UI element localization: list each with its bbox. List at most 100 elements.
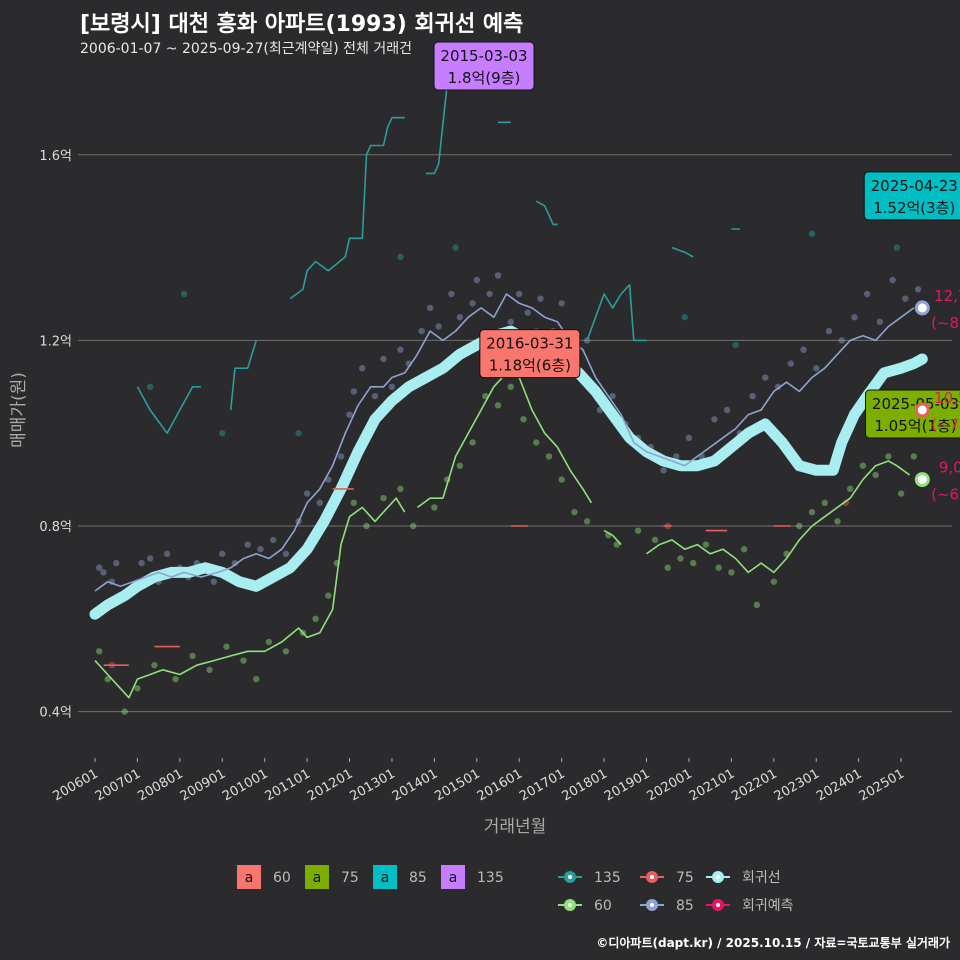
legend-label: 75 [341,870,359,886]
scatter-point-s60 [189,652,196,660]
x-tick-label: 201001 [220,766,270,804]
forecast-area: (~60㎡) [931,486,960,504]
legend-left-item: a 85 [373,865,427,889]
legend-right-item: 75 [640,870,694,886]
scatter-point-s60 [265,638,273,646]
x-tick-label: 201701 [517,766,567,804]
forecast-point-s60 [914,472,930,488]
scatter-point-s135 [732,341,739,349]
scatter-point-s60 [715,564,722,571]
scatter-point-s135 [146,383,154,390]
x-tick-label: 202201 [729,766,779,804]
scatter-point-s60 [223,643,230,650]
scatter-point-s60 [846,485,854,493]
scatter-point-s85 [762,374,769,381]
scatter-point-s85 [673,453,680,460]
scatter-point-s85 [749,392,756,400]
series-line-s85 [94,293,915,592]
legend-label: 60 [594,898,612,914]
scatter-point-s85 [473,276,481,284]
legend-key-box [305,865,329,889]
legend-label: 60 [273,870,291,886]
scatter-point-s85 [914,286,922,293]
scatter-point-s60 [613,541,621,548]
scatter-point-s60 [494,402,502,409]
y-tick-label: 1.2억 [39,334,72,349]
scatter-point-s60 [325,592,332,599]
legend-dot-center [568,903,572,907]
scatter-point-s60 [571,508,578,516]
legend-dot-center [650,903,654,907]
scatter-point-s85 [851,314,858,321]
scatter-point-s60 [240,657,247,664]
legend-key-glyph: a [449,870,458,886]
forecast-point-s75 [914,402,930,418]
scatter-point-s85 [609,392,616,400]
legend-label: 75 [676,870,694,886]
chart-subtitle: 2006-01-07 ~ 2025-09-27(최근계약일) 전체 거래건 [80,41,412,57]
trade-label-box [479,329,581,379]
trade-label: 2015-03-03 1.8억(9층) [433,41,535,91]
forecast-value: 12,700 [934,287,960,305]
scatter-point-s85 [219,550,226,558]
scatter-point-s85 [146,555,154,562]
scatter-point-s60 [134,685,141,692]
x-tick-label: 202501 [857,766,907,804]
series-line-s60 [94,372,911,699]
scatter-point-s60 [897,490,905,497]
scatter-point-s60 [664,564,671,571]
scatter-point-s85 [138,559,145,567]
legend-key-box [373,865,397,889]
scatter-point-s60 [520,416,527,423]
scatter-point-s60 [796,522,803,530]
x-axis-title: 거래년월 [484,817,547,837]
x-tick-label: 202001 [644,766,694,804]
trade-label-price: 1.52억(3층) [873,199,955,217]
scatter-point-s85 [902,295,909,302]
scatter-point-s60 [545,453,553,460]
y-axis-title: 매매가(원) [9,372,29,448]
scatter-point-s85 [257,546,264,553]
forecast-value: 10,500 [934,389,960,407]
scatter-point-s85 [685,434,693,442]
legend-right-item: 85 [640,898,694,914]
y-tick-label: 1.6억 [39,149,72,164]
trade-label-box [865,389,960,439]
scatter-point-s60 [583,518,591,525]
scatter-point-s85 [787,360,794,367]
scatter-point-s60 [121,708,128,715]
scatter-point-s135 [808,230,816,237]
scatter-point-s85 [426,304,434,312]
x-tick-label: 200901 [178,766,228,804]
scatter-point-s85 [371,392,379,400]
scatter-point-s60 [651,536,659,544]
scatter-point-s85 [346,411,353,418]
chart-title: [보령시] 대천 흥화 아파트(1993) 회귀선 예측 [80,12,524,37]
legend-key-box [441,865,465,889]
scatter-point-s60 [312,615,319,622]
trade-label: 2016-03-31 1.18억(6층) [479,329,581,379]
scatter-point-s60 [363,522,370,530]
scatter-point-s135 [295,430,302,437]
legend-label: 회귀예측 [742,898,794,914]
scatter-point-s85 [889,276,896,284]
scatter-point-s60 [677,555,684,562]
legend-key-glyph: a [313,870,322,886]
scatter-point-s85 [163,550,171,558]
trade-label-box [863,171,960,221]
y-tick-label: 0.4억 [39,706,72,721]
legend-right-item: 회귀선 [706,870,781,886]
scatter-point-s75 [842,499,850,506]
x-tick-label: 201201 [305,766,355,804]
scatter-point-s135 [681,314,688,321]
scatter-point-s60 [689,559,697,567]
scatter-point-s60 [910,453,918,460]
scatter-point-s85 [316,499,324,506]
scatter-point-s85 [516,290,523,298]
trade-label: 2025-05-03 1.05억(1층) [865,389,960,439]
trade-label-price: 1.8억(9층) [448,69,521,87]
scatter-point-s85 [337,453,345,460]
x-tick-label: 201101 [263,766,313,804]
scatter-point-s135 [452,244,459,251]
